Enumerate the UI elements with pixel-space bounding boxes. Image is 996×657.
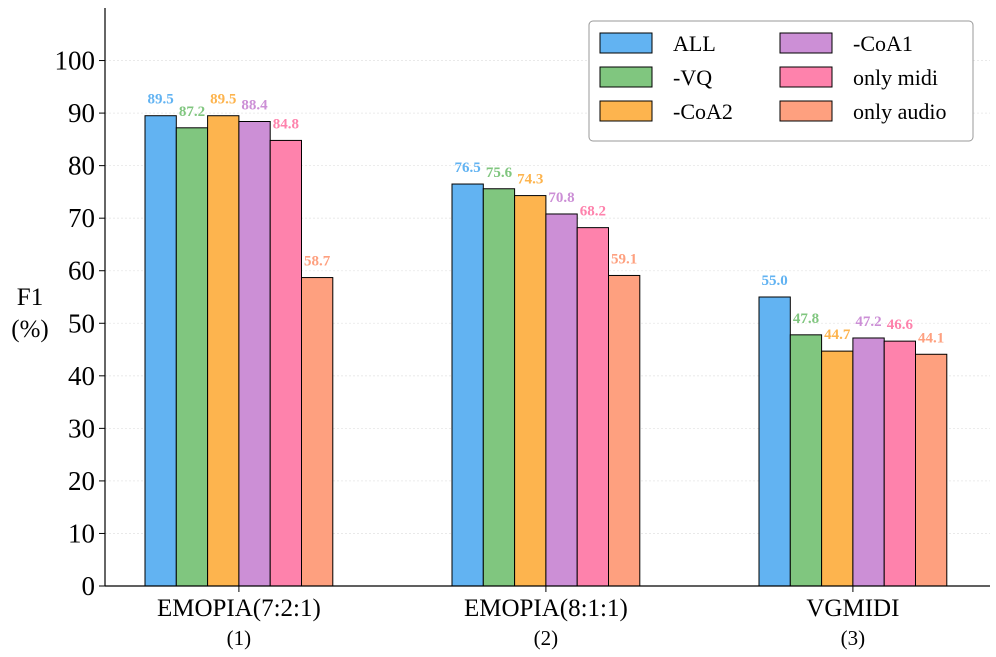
data-label: 46.6 [887, 317, 914, 333]
data-label: 76.5 [455, 160, 481, 176]
y-tick-label: 40 [68, 361, 95, 391]
data-label: 68.2 [580, 204, 606, 220]
bar [301, 277, 334, 587]
y-tick-label: 30 [68, 413, 95, 443]
y-tick-label: 0 [82, 571, 96, 601]
bar [545, 213, 578, 587]
data-label: 70.8 [548, 190, 574, 206]
x-tick-label: EMOPIA(7:2:1) [157, 595, 321, 622]
y-tick-label: 100 [55, 46, 96, 76]
legend-swatch [779, 100, 833, 122]
data-label: 59.1 [611, 251, 637, 267]
legend-swatch [779, 32, 833, 54]
bar [238, 120, 271, 587]
legend: ALL -VQ -CoA2 -CoA1 only midi only audio [588, 20, 974, 142]
bar [207, 115, 240, 587]
x-tick-label: VGMIDI [806, 595, 899, 622]
y-tick-label: 10 [68, 518, 95, 548]
legend-label: only midi [853, 65, 938, 90]
legend-swatch [599, 66, 653, 88]
legend-swatch [779, 66, 833, 88]
y-tick-label: 70 [68, 203, 95, 233]
legend-label: only audio [853, 99, 947, 124]
data-label: 58.7 [304, 254, 331, 270]
data-label: 55.0 [762, 273, 788, 289]
bar [451, 183, 484, 587]
x-tick-sublabel: (1) [227, 626, 252, 650]
bars [144, 115, 948, 587]
data-label: 47.2 [855, 314, 881, 330]
bar [514, 195, 547, 587]
x-tick-sublabel: (2) [534, 626, 559, 650]
bar [144, 115, 177, 587]
data-label: 47.8 [793, 311, 819, 327]
y-tick-label: 90 [68, 98, 95, 128]
legend-label: -CoA1 [853, 31, 913, 56]
bar [758, 296, 791, 587]
x-tick-sublabel: (3) [841, 626, 866, 650]
bar [915, 353, 948, 587]
data-label: 74.3 [517, 172, 543, 188]
bar [482, 188, 516, 587]
bar [821, 350, 854, 587]
legend-swatch [599, 32, 653, 54]
data-labels: 89.5 76.5 55.0 87.2 75.6 47.8 89.5 74.3 44.7 88.4… [148, 92, 945, 347]
y-axis-label: F1 [17, 284, 43, 311]
bar [608, 274, 641, 587]
data-label: 44.7 [824, 327, 851, 343]
bar [175, 127, 209, 587]
y-tick-label: 60 [68, 256, 95, 286]
legend-label: -VQ [673, 65, 712, 90]
y-axis-unit-label: (%) [11, 316, 48, 343]
y-tick-label: 50 [68, 308, 95, 338]
data-label: 75.6 [486, 165, 513, 181]
legend-label: -CoA2 [673, 99, 733, 124]
bar [852, 337, 885, 587]
data-label: 44.1 [918, 330, 944, 346]
bar [789, 334, 823, 587]
bar [576, 227, 610, 587]
x-tick-label: EMOPIA(8:1:1) [464, 595, 628, 622]
legend-label: ALL [673, 31, 716, 56]
data-label: 84.8 [273, 116, 299, 132]
axes: 0 10 20 30 40 50 60 70 80 90 100 EMOPIA(7:2:1) (1) EM… [55, 8, 990, 650]
data-label: 89.5 [148, 92, 174, 108]
data-label: 87.2 [179, 104, 205, 120]
data-label: 89.5 [210, 92, 236, 108]
bar [269, 139, 303, 587]
legend-swatch [599, 100, 653, 122]
bar [883, 340, 917, 587]
y-tick-label: 20 [68, 466, 95, 496]
data-label: 88.4 [241, 97, 268, 113]
y-tick-label: 80 [68, 151, 95, 181]
